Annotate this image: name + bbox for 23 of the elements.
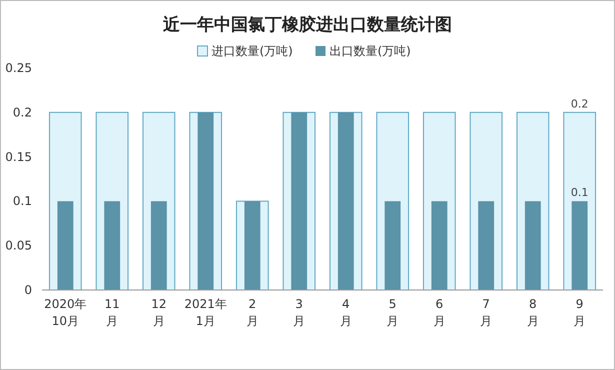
y-tick-label: 0.05 xyxy=(5,238,32,253)
x-tick-label: 2 月 xyxy=(246,297,258,328)
x-tick-label: 7 月 xyxy=(480,297,492,328)
x-tick-label: 6 月 xyxy=(433,297,446,328)
data-label: 0.2 xyxy=(570,97,588,110)
y-tick-label: 0.15 xyxy=(5,150,32,164)
x-tick-label: 11 月 xyxy=(104,297,120,328)
legend-label: 进口数量(万吨) xyxy=(212,44,293,58)
x-tick-label: 8 月 xyxy=(526,297,539,328)
y-tick-label: 0 xyxy=(24,283,32,297)
x-tick-label: 3 月 xyxy=(293,297,306,328)
chart-title: 近一年中国氯丁橡胶进出口数量统计图 xyxy=(162,15,452,34)
x-tick-label: 2021年 1月 xyxy=(184,297,227,328)
x-tick-label: 12 月 xyxy=(151,297,167,328)
x-tick-label: 5 月 xyxy=(386,297,399,328)
x-tick-label: 4 月 xyxy=(340,297,352,328)
x-tick-label: 9 月 xyxy=(574,297,586,328)
legend-label: 出口数量(万吨) xyxy=(330,44,411,58)
data-label: 0.1 xyxy=(570,186,588,200)
y-tick-label: 0.2 xyxy=(12,105,32,120)
y-tick-label: 0.1 xyxy=(12,194,32,208)
x-tick-label: 2020年 10月 xyxy=(44,297,87,328)
y-tick-label: 0.25 xyxy=(5,61,32,75)
